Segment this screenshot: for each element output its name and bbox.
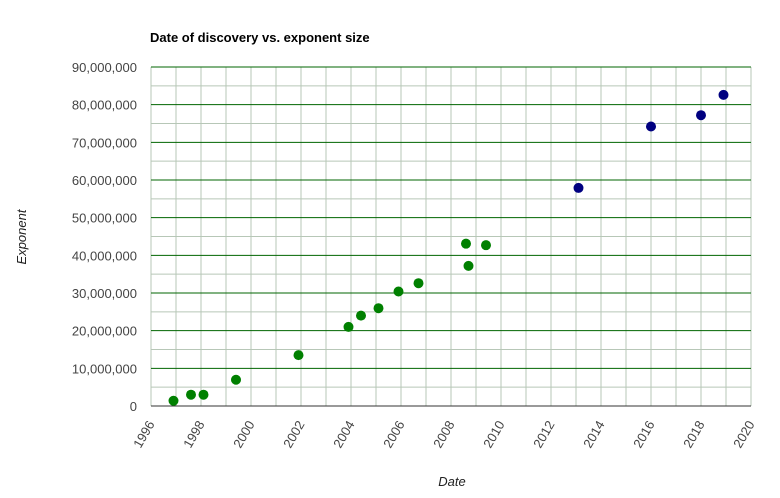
chart-title: Date of discovery vs. exponent size: [150, 30, 370, 45]
x-tick-label: 2002: [280, 418, 307, 451]
y-tick-label: 70,000,000: [72, 135, 137, 150]
x-tick-label: 2000: [230, 418, 257, 451]
data-point: [646, 121, 656, 132]
data-point: [696, 110, 706, 121]
x-tick-label: 2010: [480, 418, 507, 451]
y-tick-label: 30,000,000: [72, 286, 137, 301]
x-tick-label: 2018: [680, 418, 707, 451]
data-point: [373, 303, 384, 314]
x-tick-label: 2004: [330, 418, 357, 451]
y-tick-label: 10,000,000: [72, 361, 137, 376]
data-point: [481, 240, 491, 251]
x-tick-label: 1998: [180, 418, 207, 451]
data-point: [293, 350, 304, 361]
data-point: [463, 260, 474, 271]
y-tick-label: 20,000,000: [72, 324, 137, 339]
x-axis-ticks: 1996 1998 2000 2002 2004 2006 2008 2010 2012 2014…: [130, 418, 757, 451]
data-point: [573, 182, 584, 193]
data-point: [413, 278, 424, 289]
x-tick-label: 2006: [380, 418, 407, 451]
y-tick-label: 50,000,000: [72, 211, 137, 226]
y-tick-label: 40,000,000: [72, 248, 137, 263]
y-tick-label: 90,000,000: [72, 60, 137, 75]
grid: [150, 66, 752, 407]
data-point: [186, 389, 196, 400]
data-point: [461, 238, 471, 249]
x-tick-label: 2014: [580, 418, 607, 451]
data-point: [168, 395, 179, 406]
x-tick-label: 2020: [730, 418, 757, 451]
data-point: [393, 286, 404, 297]
x-tick-label: 2012: [530, 418, 557, 451]
y-tick-label: 80,000,000: [72, 98, 137, 113]
data-point: [356, 310, 366, 321]
x-tick-label: 2008: [430, 418, 457, 451]
x-tick-label: 1996: [130, 418, 157, 451]
data-point: [231, 374, 241, 385]
x-tick-label: 2016: [630, 418, 657, 451]
data-point: [198, 389, 209, 400]
y-axis-title: Exponent: [14, 208, 29, 264]
data-point: [718, 89, 729, 100]
y-tick-label: 0: [130, 399, 137, 414]
y-axis-ticks: 0 10,000,000 20,000,000 30,000,000 40,000,00…: [72, 60, 137, 414]
x-axis-title: Date: [438, 474, 465, 489]
data-point: [343, 321, 354, 332]
y-tick-label: 60,000,000: [72, 173, 137, 188]
data-points: [168, 89, 729, 406]
